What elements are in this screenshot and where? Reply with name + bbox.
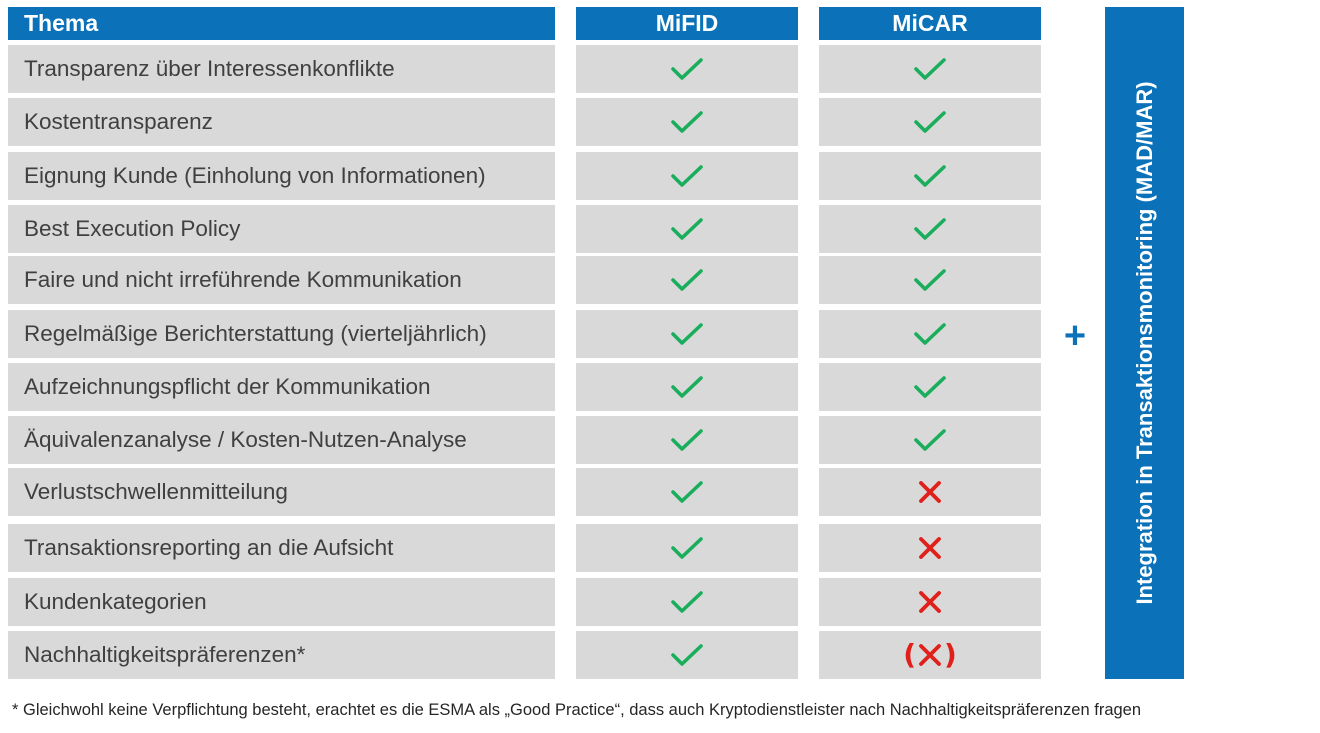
micar-cell [819, 205, 1041, 253]
check-icon [819, 310, 1041, 358]
check-icon [576, 631, 798, 679]
topic-label: Kundenkategorien [24, 589, 207, 614]
topic-label: Faire und nicht irreführende Kommunikati… [24, 267, 462, 292]
micar-cell [819, 310, 1041, 358]
topic-cell: Aufzeichnungspflicht der Kommunikation [8, 363, 555, 411]
mifid-cell [576, 45, 798, 93]
micar-cell [819, 45, 1041, 93]
check-icon [576, 310, 798, 358]
check-icon [819, 98, 1041, 146]
side-banner-label: Integration in Transaktionsmonitoring (M… [1131, 81, 1157, 605]
mifid-cell [576, 152, 798, 200]
column-header-topic: Thema [8, 7, 555, 40]
check-icon [576, 256, 798, 304]
side-banner: Integration in Transaktionsmonitoring (M… [1105, 7, 1184, 679]
topic-cell: Best Execution Policy [8, 205, 555, 253]
plus-sign: + [1063, 314, 1087, 357]
topic-cell: Eignung Kunde (Einholung von Information… [8, 152, 555, 200]
check-icon [576, 45, 798, 93]
check-icon [576, 468, 798, 516]
topic-label: Aufzeichnungspflicht der Kommunikation [24, 374, 431, 399]
mifid-cell [576, 256, 798, 304]
check-icon [819, 363, 1041, 411]
mifid-cell [576, 524, 798, 572]
cross-icon [819, 468, 1041, 516]
check-icon [576, 98, 798, 146]
check-icon [576, 363, 798, 411]
topic-label: Best Execution Policy [24, 216, 241, 241]
topic-label: Kostentransparenz [24, 109, 213, 134]
check-icon [819, 205, 1041, 253]
column-header-mifid: MiFID [576, 7, 798, 40]
topic-label: Eignung Kunde (Einholung von Information… [24, 163, 486, 188]
check-icon [819, 416, 1041, 464]
cross-icon [819, 578, 1041, 626]
mifid-cell [576, 578, 798, 626]
mifid-cell [576, 468, 798, 516]
mifid-cell [576, 205, 798, 253]
micar-cell: () [819, 631, 1041, 679]
topic-label: Transaktionsreporting an die Aufsicht [24, 535, 394, 560]
topic-label: Äquivalenzanalyse / Kosten-Nutzen-Analys… [24, 427, 467, 452]
topic-cell: Faire und nicht irreführende Kommunikati… [8, 256, 555, 304]
mifid-cell [576, 310, 798, 358]
check-icon [819, 256, 1041, 304]
check-icon [576, 578, 798, 626]
micar-cell [819, 363, 1041, 411]
check-icon [576, 205, 798, 253]
check-icon [576, 416, 798, 464]
micar-cell [819, 524, 1041, 572]
paren-open: ( [903, 638, 916, 671]
mifid-cell [576, 631, 798, 679]
topic-label: Nachhaltigkeitspräferenzen* [24, 642, 306, 667]
cross-parenthesized-icon: () [819, 631, 1041, 679]
cross-icon [819, 524, 1041, 572]
check-icon [576, 152, 798, 200]
micar-cell [819, 416, 1041, 464]
micar-cell [819, 578, 1041, 626]
topic-cell: Verlustschwellenmitteilung [8, 468, 555, 516]
column-header-micar: MiCAR [819, 7, 1041, 40]
micar-cell [819, 256, 1041, 304]
plus-icon: + [1060, 315, 1090, 357]
topic-cell: Regelmäßige Berichterstattung (vierteljä… [8, 310, 555, 358]
check-icon [819, 152, 1041, 200]
mifid-cell [576, 363, 798, 411]
check-icon [819, 45, 1041, 93]
topic-cell: Kostentransparenz [8, 98, 555, 146]
topic-cell: Äquivalenzanalyse / Kosten-Nutzen-Analys… [8, 416, 555, 464]
micar-cell [819, 152, 1041, 200]
column-header-mifid-label: MiFID [655, 10, 719, 36]
column-header-topic-label: Thema [24, 10, 99, 36]
column-header-micar-label: MiCAR [892, 10, 968, 36]
mifid-cell [576, 98, 798, 146]
mifid-cell [576, 416, 798, 464]
micar-cell [819, 468, 1041, 516]
topic-cell: Transparenz über Interessenkonflikte [8, 45, 555, 93]
paren-close: ) [944, 638, 957, 671]
micar-cell [819, 98, 1041, 146]
topic-label: Verlustschwellenmitteilung [24, 479, 288, 504]
topic-cell: Kundenkategorien [8, 578, 555, 626]
topic-cell: Transaktionsreporting an die Aufsicht [8, 524, 555, 572]
topic-cell: Nachhaltigkeitspräferenzen* [8, 631, 555, 679]
topic-label: Regelmäßige Berichterstattung (vierteljä… [24, 321, 487, 346]
topic-label: Transparenz über Interessenkonflikte [24, 56, 395, 81]
cross-icon [917, 642, 943, 668]
check-icon [576, 524, 798, 572]
footnote: * Gleichwohl keine Verpflichtung besteht… [12, 701, 1142, 719]
